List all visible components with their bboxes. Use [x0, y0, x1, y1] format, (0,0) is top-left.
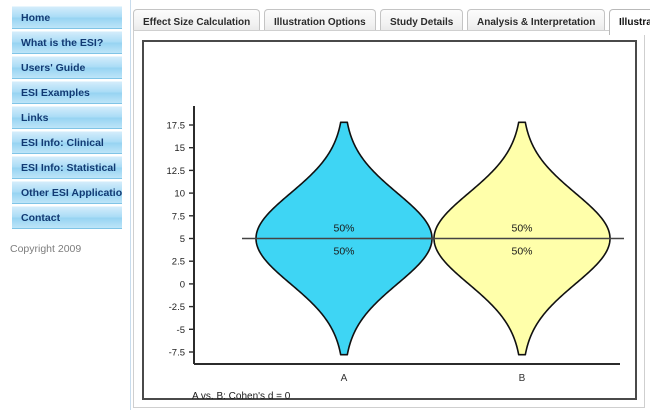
content-panel: 17.5 15 12.5 10 7.5 5 2.5 0 -2.5 -5 -7.5 50% 50% A 50%…: [133, 30, 645, 408]
chart-caption: A vs. B: Cohen's d = 0: [192, 391, 291, 402]
sidebar-item-esi-info-clinical[interactable]: ESI Info: Clinical: [12, 131, 122, 154]
violin-chart: 17.5 15 12.5 10 7.5 5 2.5 0 -2.5 -5 -7.5 50% 50% A 50%…: [167, 106, 624, 384]
svg-text:-2.5: -2.5: [169, 302, 185, 313]
tab-label: Illustration Options: [274, 17, 366, 28]
tab-illustration[interactable]: Illustration: [609, 9, 650, 35]
sidebar-item-esi-examples[interactable]: ESI Examples: [12, 81, 122, 104]
sidebar-item-label: Home: [21, 12, 51, 24]
copyright-text: Copyright 2009: [10, 243, 82, 255]
sidebar-item-label: Users' Guide: [21, 62, 86, 74]
svg-text:-5: -5: [177, 325, 185, 336]
sidebar-item-label: Other ESI Applications: [21, 187, 122, 199]
svg-text:10: 10: [174, 189, 185, 200]
tab-label: Analysis & Interpretation: [477, 17, 596, 28]
sidebar-item-label: ESI Examples: [21, 87, 90, 99]
svg-text:0: 0: [180, 279, 185, 290]
sidebar-item-esi-info-statistical[interactable]: ESI Info: Statistical: [12, 156, 122, 179]
sidebar-nav: Home What is the ESI? Users' Guide ESI E…: [0, 0, 130, 229]
sidebar-item-other-esi-applications[interactable]: Other ESI Applications: [12, 181, 122, 204]
sidebar-item-label: Links: [21, 112, 49, 124]
illustration-plot-frame: 17.5 15 12.5 10 7.5 5 2.5 0 -2.5 -5 -7.5 50% 50% A 50%…: [142, 40, 637, 400]
svg-text:15: 15: [174, 143, 185, 154]
sidebar-item-label: Contact: [21, 212, 61, 224]
svg-text:17.5: 17.5: [167, 121, 186, 132]
sidebar: Home What is the ESI? Users' Guide ESI E…: [0, 0, 131, 410]
svg-text:50%: 50%: [511, 223, 532, 235]
svg-text:B: B: [519, 373, 526, 384]
sidebar-item-links[interactable]: Links: [12, 106, 122, 129]
sidebar-item-label: ESI Info: Clinical: [21, 137, 104, 149]
tab-label: Study Details: [390, 17, 454, 28]
svg-text:7.5: 7.5: [172, 211, 185, 222]
sidebar-item-home[interactable]: Home: [12, 6, 122, 29]
sidebar-item-contact[interactable]: Contact: [12, 206, 122, 229]
sidebar-item-users-guide[interactable]: Users' Guide: [12, 56, 122, 79]
svg-text:-7.5: -7.5: [169, 348, 185, 359]
tab-label: Illustration: [619, 17, 650, 28]
sidebar-item-what-is-the-esi[interactable]: What is the ESI?: [12, 31, 122, 54]
svg-text:50%: 50%: [511, 246, 532, 258]
tab-label: Effect Size Calculation: [143, 17, 251, 28]
svg-text:50%: 50%: [333, 223, 354, 235]
sidebar-item-label: ESI Info: Statistical: [21, 162, 117, 174]
svg-text:50%: 50%: [333, 246, 354, 258]
svg-text:5: 5: [180, 234, 185, 245]
svg-text:12.5: 12.5: [167, 166, 186, 177]
svg-text:A: A: [341, 373, 348, 384]
sidebar-item-label: What is the ESI?: [21, 37, 104, 49]
svg-text:2.5: 2.5: [172, 257, 185, 268]
